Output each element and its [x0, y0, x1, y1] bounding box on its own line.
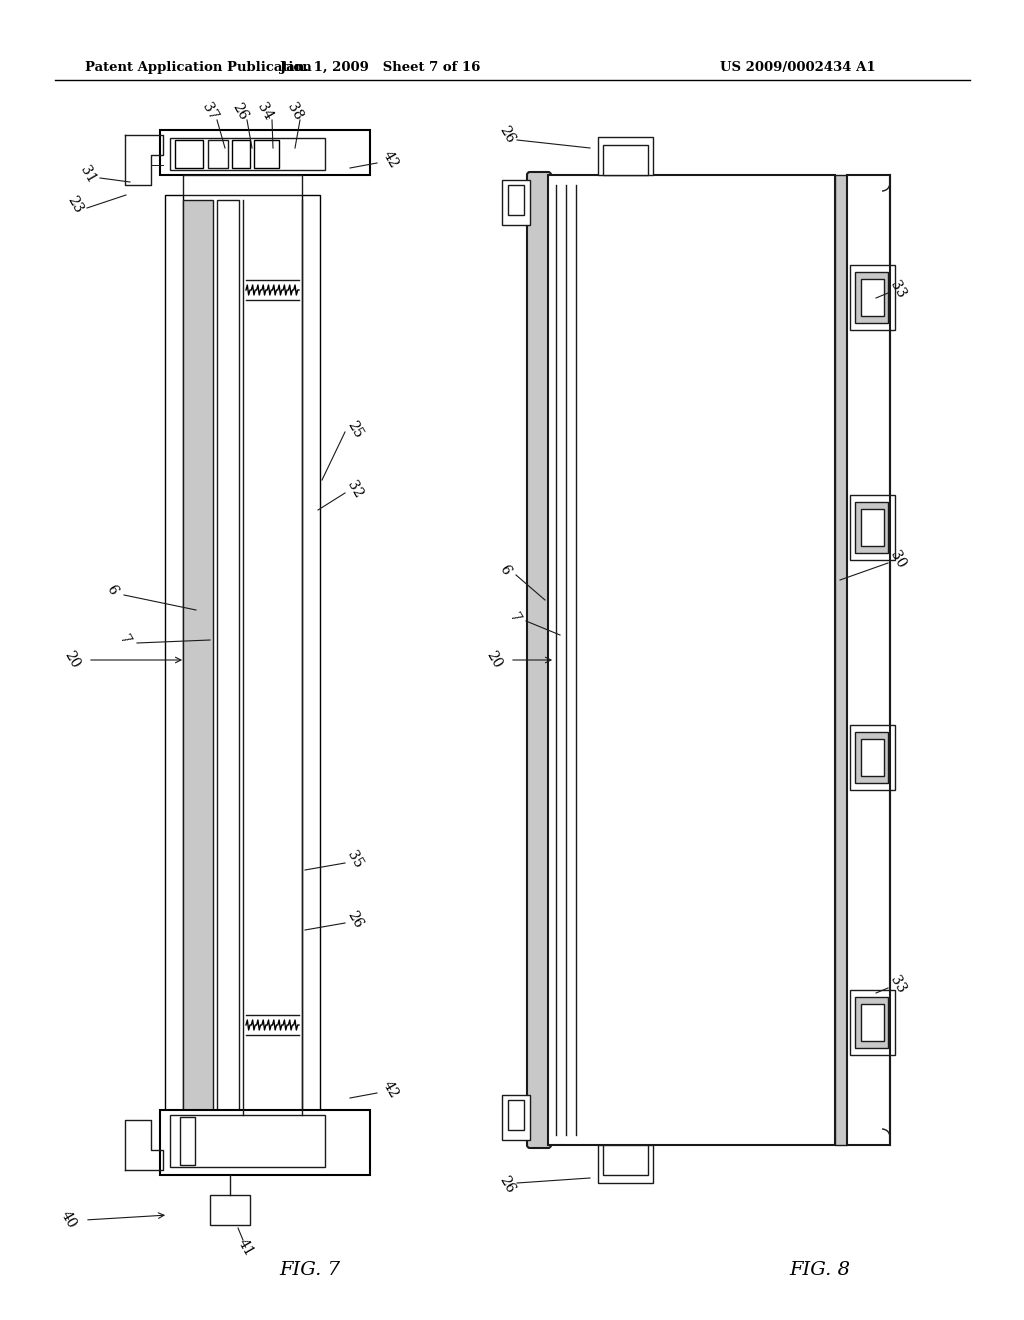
Bar	[835, 176, 847, 1144]
Bar	[603, 145, 648, 176]
Bar	[508, 185, 524, 215]
Text: 42: 42	[380, 1078, 400, 1101]
Text: 23: 23	[65, 194, 85, 216]
Text: 31: 31	[78, 164, 98, 186]
Text: 25: 25	[344, 418, 366, 441]
Bar	[850, 990, 895, 1055]
Text: 32: 32	[344, 479, 366, 502]
FancyBboxPatch shape	[527, 172, 551, 1148]
Bar	[254, 140, 279, 168]
Bar	[850, 265, 895, 330]
Bar	[183, 201, 213, 1115]
Text: 7: 7	[117, 632, 133, 647]
Text: 20: 20	[61, 649, 83, 671]
Text: 26: 26	[229, 100, 251, 123]
Text: 33: 33	[888, 974, 908, 997]
Text: 42: 42	[380, 149, 400, 172]
Bar	[855, 997, 888, 1048]
Bar	[165, 195, 183, 1119]
Bar	[160, 129, 370, 176]
Text: US 2009/0002434 A1: US 2009/0002434 A1	[720, 62, 876, 74]
Bar	[170, 139, 325, 170]
Bar	[217, 201, 239, 1115]
Bar	[183, 176, 302, 195]
Bar	[502, 1096, 530, 1140]
Bar	[170, 1115, 325, 1167]
Bar	[855, 502, 888, 553]
Bar	[232, 140, 250, 168]
Bar	[603, 1144, 648, 1175]
Text: 20: 20	[483, 649, 505, 671]
Bar	[861, 739, 884, 776]
Bar	[165, 195, 183, 1119]
Text: 26: 26	[497, 124, 517, 147]
Text: FIG. 8: FIG. 8	[790, 1261, 851, 1279]
Text: Jan. 1, 2009   Sheet 7 of 16: Jan. 1, 2009 Sheet 7 of 16	[280, 62, 480, 74]
Text: FIG. 7: FIG. 7	[280, 1261, 341, 1279]
Text: 6: 6	[497, 562, 513, 577]
Text: 6: 6	[103, 582, 120, 597]
Bar	[502, 180, 530, 224]
Text: Patent Application Publication: Patent Application Publication	[85, 62, 311, 74]
Bar	[254, 140, 279, 168]
Bar	[861, 1005, 884, 1041]
Text: 41: 41	[234, 1237, 256, 1259]
Bar	[302, 195, 319, 1119]
Bar	[508, 1100, 524, 1130]
Bar	[850, 495, 895, 560]
Text: 26: 26	[344, 909, 366, 931]
Text: 37: 37	[200, 100, 220, 123]
Bar	[598, 137, 653, 176]
Bar	[861, 279, 884, 315]
Text: 30: 30	[888, 549, 908, 572]
Bar	[208, 140, 228, 168]
Bar	[548, 176, 835, 1144]
Bar	[861, 510, 884, 546]
Bar	[850, 725, 895, 789]
Bar	[302, 195, 319, 1119]
Text: 35: 35	[344, 849, 366, 871]
Bar	[598, 1144, 653, 1183]
Text: 40: 40	[57, 1209, 79, 1232]
Bar	[160, 129, 370, 176]
Text: 7: 7	[507, 611, 523, 626]
Bar	[175, 140, 203, 168]
Bar	[855, 733, 888, 783]
Bar	[180, 1117, 195, 1166]
Bar	[210, 1195, 250, 1225]
Bar	[232, 140, 250, 168]
Text: 38: 38	[285, 100, 305, 123]
Bar	[160, 1110, 370, 1175]
Bar	[175, 140, 203, 168]
Text: 33: 33	[888, 279, 908, 301]
Bar	[160, 1110, 370, 1175]
Bar	[855, 272, 888, 323]
Text: 34: 34	[255, 100, 275, 123]
Bar	[847, 176, 890, 1144]
Text: 26: 26	[497, 1173, 517, 1196]
